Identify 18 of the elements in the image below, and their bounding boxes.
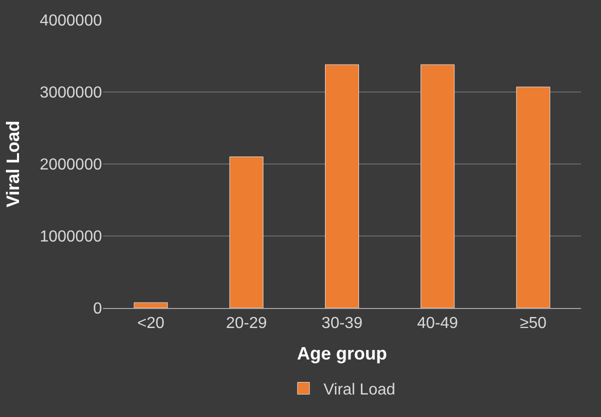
y-axis-title: Viral Load	[2, 120, 23, 208]
bar	[325, 64, 359, 308]
y-tick-label: 4000000	[40, 12, 102, 30]
x-tick-label: 20-29	[226, 315, 267, 332]
legend-label: Viral Load	[324, 382, 396, 398]
y-tick-label: 3000000	[40, 84, 102, 102]
x-axis-title: Age group	[297, 343, 387, 364]
x-tick-label: <20	[137, 315, 164, 332]
bar	[516, 86, 550, 308]
bar	[134, 302, 168, 308]
x-tick-label: ≥50	[520, 315, 547, 332]
y-tick-label: 1000000	[40, 228, 102, 246]
x-tick-label: 40-49	[417, 315, 458, 332]
bar	[229, 156, 264, 308]
y-tick-label: 2000000	[40, 156, 102, 174]
x-tick-label: 30-39	[322, 315, 363, 332]
bar	[420, 64, 455, 308]
y-tick-label: 0	[93, 300, 102, 318]
